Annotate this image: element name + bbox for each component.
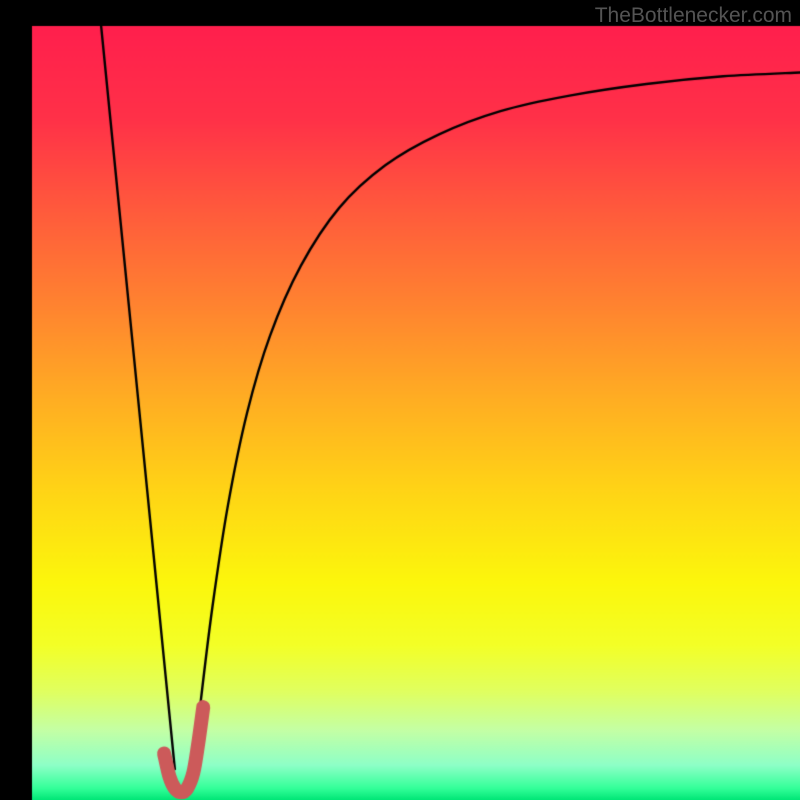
bottleneck-curve-chart <box>0 0 800 800</box>
chart-container: TheBottlenecker.com <box>0 0 800 800</box>
watermark-text: TheBottlenecker.com <box>595 4 792 28</box>
